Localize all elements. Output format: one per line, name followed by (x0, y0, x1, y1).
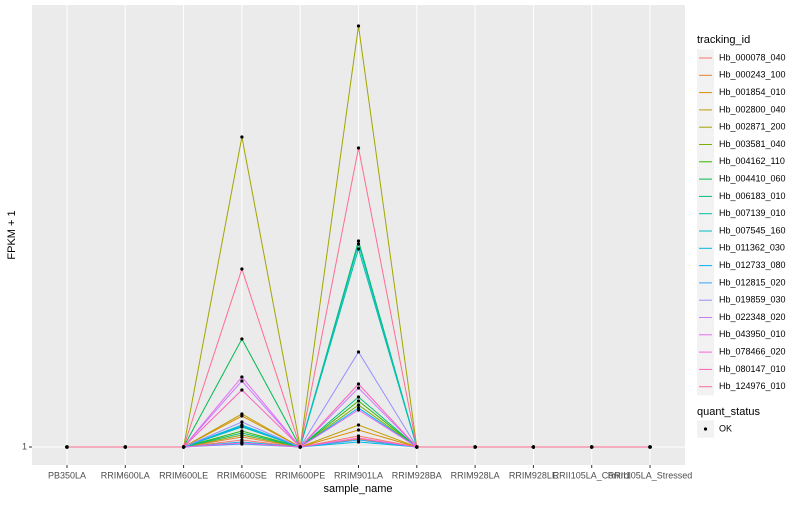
legend-label: Hb_000243_100 (719, 70, 786, 80)
data-point (240, 441, 244, 445)
data-point (356, 242, 361, 246)
legend-label: Hb_007139_010 (719, 208, 786, 218)
data-point (181, 445, 186, 449)
data-point (356, 408, 361, 412)
data-point (356, 247, 361, 251)
legend-label: Hb_043950_010 (719, 329, 786, 339)
legend-label: Hb_003581_040 (719, 139, 786, 149)
data-point (240, 337, 244, 341)
legend-swatch (703, 427, 708, 431)
data-point (356, 428, 361, 432)
data-point (356, 395, 361, 399)
data-point (415, 445, 419, 449)
data-point (356, 146, 361, 150)
legend-label: Hb_006183_010 (719, 191, 786, 201)
data-point (356, 436, 361, 440)
legend-label: Hb_004410_060 (719, 173, 786, 183)
data-point (356, 350, 361, 354)
data-point (240, 375, 244, 379)
legend-label: Hb_080147_010 (719, 364, 786, 374)
legend-label: Hb_012733_080 (719, 260, 786, 270)
legend-label: Hb_019859_030 (719, 295, 786, 305)
data-point (531, 445, 536, 449)
legend-label: Hb_011362_030 (719, 243, 785, 253)
data-point (356, 386, 361, 390)
legend-label: Hb_007545_160 (719, 225, 786, 235)
data-point (473, 445, 477, 449)
x-tick-label: RRII105LA_Stressed (608, 470, 693, 480)
x-tick-label: RRII105LA_Control (553, 470, 631, 480)
data-point (356, 239, 361, 243)
shape-legend-title: quant_status (697, 406, 760, 418)
x-tick-label: RRIM928BA (392, 470, 442, 480)
legend-title: tracking_id (697, 34, 750, 46)
data-point (65, 445, 69, 449)
data-point (240, 412, 244, 416)
legend-label: Hb_078466_020 (719, 346, 786, 356)
legend-label: Hb_124976_010 (719, 381, 786, 391)
x-axis-label: sample_name (323, 483, 392, 495)
legend-label: Hb_002800_040 (719, 104, 786, 114)
legend-label: Hb_002871_200 (719, 122, 786, 132)
data-point (240, 420, 244, 424)
legend-label: Hb_022348_020 (719, 312, 786, 322)
data-point (590, 445, 594, 449)
x-tick-label: RRIM928LE (509, 470, 558, 480)
data-point (123, 445, 127, 449)
y-axis-label: FPKM + 1 (6, 210, 18, 259)
data-point (298, 445, 302, 449)
x-tick-label: RRIM600SE (217, 470, 267, 480)
data-point (240, 267, 244, 271)
x-tick-label: PB350LA (48, 470, 86, 480)
x-tick-label: RRIM600LE (159, 470, 208, 480)
data-point (648, 445, 652, 449)
data-point (240, 379, 244, 383)
legend-label: Hb_004162_110 (719, 156, 785, 166)
x-tick-label: RRIM901LA (334, 470, 383, 480)
data-point (240, 431, 244, 435)
data-point (240, 135, 244, 139)
y-tick-label: 1 (22, 441, 27, 451)
data-point (240, 424, 244, 428)
legend-label: Hb_012815_020 (719, 277, 786, 287)
legend-label: Hb_001854_010 (719, 87, 786, 97)
data-point (356, 382, 361, 386)
x-tick-label: RRIM600LA (101, 470, 150, 480)
legend-label: Hb_000078_040 (719, 52, 786, 62)
x-tick-label: RRIM600PE (275, 470, 325, 480)
legend-label: OK (719, 423, 732, 433)
data-point (240, 388, 244, 392)
data-point (356, 399, 361, 403)
data-point (356, 403, 361, 407)
data-point (356, 423, 361, 427)
data-point (356, 24, 361, 28)
x-tick-label: RRIM928LA (451, 470, 500, 480)
